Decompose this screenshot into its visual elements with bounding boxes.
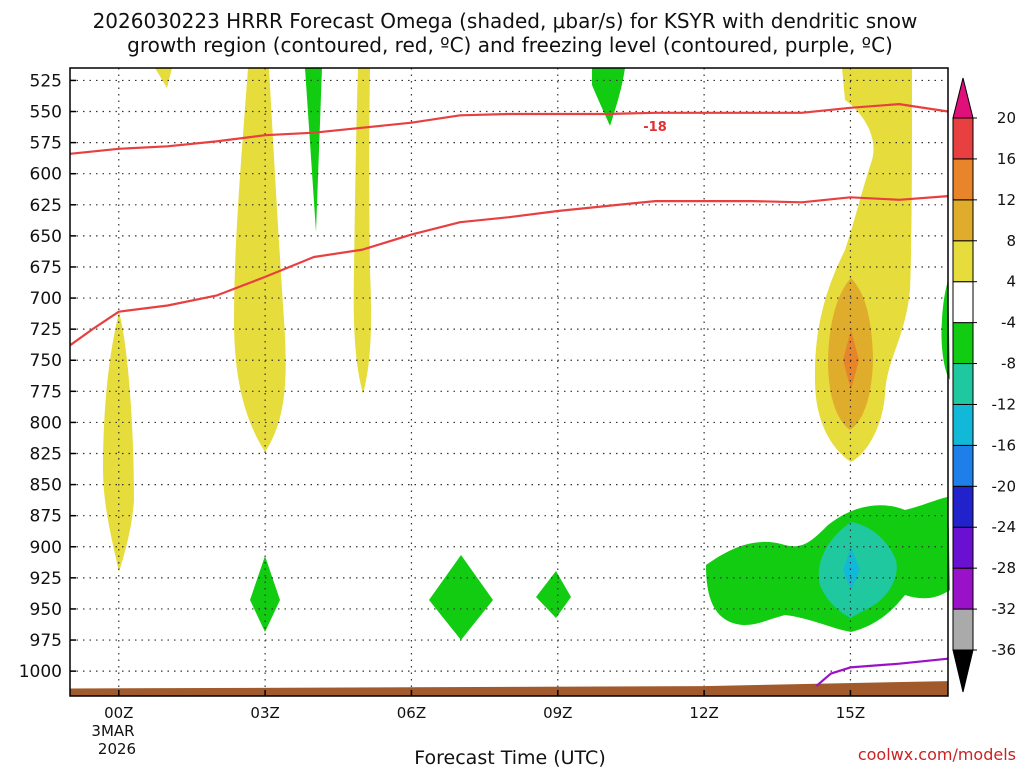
colorbar-tick-label: -4	[1001, 314, 1016, 332]
y-tick-label: 800	[30, 413, 62, 433]
y-tick-label: 1000	[19, 662, 62, 682]
colorbar-tick-label: 16	[997, 150, 1016, 168]
colorbar-tick-label: -24	[992, 518, 1017, 536]
omega-area	[234, 68, 286, 452]
y-tick-label: 675	[30, 258, 62, 278]
colorbar-tick-label: 8	[1006, 232, 1016, 250]
colorbar-swatch	[952, 281, 974, 324]
chart-title-line-2: growth region (contoured, red, ºC) and f…	[127, 33, 893, 57]
x-tick-label: 00Z	[104, 704, 133, 722]
colorbar-tick-label: -16	[992, 436, 1017, 454]
colorbar: -36 -32 -28 -24 -20 -16 -12 -8 -4 4 8 12 16 20	[952, 77, 1017, 693]
contour-label-bg	[640, 118, 670, 134]
y-tick-label: 950	[30, 600, 62, 620]
colorbar-over-arrow	[952, 77, 974, 119]
y-tick-label: 975	[30, 631, 62, 651]
omega-area	[305, 68, 322, 232]
colorbar-swatch	[952, 117, 974, 160]
colorbar-swatch	[952, 240, 974, 283]
colorbar-tick-label: 4	[1006, 273, 1016, 291]
y-tick-label: 525	[30, 71, 62, 91]
colorbar-tick-label: 12	[997, 191, 1016, 209]
plot-area: -18	[69, 67, 950, 697]
contour-line	[69, 195, 949, 347]
omega-area	[843, 547, 860, 590]
contour-line	[69, 103, 949, 155]
colorbar-swatch	[952, 485, 974, 528]
x-tick-label: 03Z	[250, 704, 279, 722]
colorbar-under-arrow	[952, 649, 974, 693]
y-tick-label: 600	[30, 165, 62, 185]
y-tick-label: 900	[30, 538, 62, 558]
colorbar-swatch	[952, 403, 974, 446]
contour-label: -18	[643, 120, 667, 135]
y-axis: 525 550 575 600 625 650 675 700 725 750 775 800 825 8…	[19, 71, 76, 682]
y-tick-label: 775	[30, 382, 62, 402]
colorbar-tick-label: -8	[1001, 355, 1016, 373]
colorbar-swatch	[952, 444, 974, 487]
omega-area	[250, 556, 280, 632]
omega-area	[536, 571, 571, 618]
x-axis: 00Z 03Z 06Z 09Z 12Z 15Z	[104, 690, 865, 722]
y-tick-label: 575	[30, 134, 62, 154]
chart-title-line-1: 2026030223 HRRR Forecast Omega (shaded, …	[93, 9, 918, 33]
y-tick-label: 875	[30, 507, 62, 527]
y-tick-label: 650	[30, 227, 62, 247]
colorbar-tick-label: -32	[992, 600, 1017, 618]
y-tick-label: 925	[30, 569, 62, 589]
x-date-label-line2: 2026	[98, 740, 136, 758]
credit-text: coolwx.com/models	[858, 745, 1016, 764]
colorbar-swatch	[952, 363, 974, 405]
colorbar-swatch	[952, 322, 974, 365]
colorbar-swatch	[952, 199, 974, 242]
grid-lines	[70, 68, 948, 696]
y-tick-label: 725	[30, 320, 62, 340]
terrain-ground	[70, 681, 948, 696]
colorbar-tick-label: -20	[992, 477, 1017, 495]
x-tick-label: 12Z	[689, 704, 718, 722]
x-date-label-line1: 3MAR	[91, 722, 134, 740]
contour-lines	[69, 103, 949, 687]
omega-area	[429, 555, 493, 640]
omega-area	[353, 68, 372, 394]
colorbar-tick-label: -36	[992, 641, 1017, 659]
x-tick-label: 09Z	[543, 704, 572, 722]
colorbar-tick-label: -28	[992, 559, 1017, 577]
contour-line	[815, 657, 949, 687]
omega-area	[592, 68, 625, 126]
colorbar-swatch	[952, 608, 974, 651]
colorbar-swatch	[952, 567, 974, 610]
y-tick-label: 550	[30, 103, 62, 123]
y-tick-label: 750	[30, 351, 62, 371]
x-tick-label: 06Z	[397, 704, 426, 722]
colorbar-tick-label: 20	[997, 109, 1016, 127]
colorbar-swatch	[952, 526, 974, 569]
x-tick-label: 15Z	[836, 704, 865, 722]
y-tick-label: 850	[30, 476, 62, 496]
plot-frame	[69, 67, 949, 697]
y-tick-label: 825	[30, 445, 62, 465]
x-axis-title: Forecast Time (UTC)	[414, 747, 605, 768]
colorbar-swatch	[952, 158, 974, 201]
omega-area	[155, 68, 172, 88]
y-tick-label: 700	[30, 289, 62, 309]
colorbar-tick-label: -12	[992, 395, 1017, 413]
y-tick-label: 625	[30, 196, 62, 216]
omega-area	[103, 312, 134, 572]
